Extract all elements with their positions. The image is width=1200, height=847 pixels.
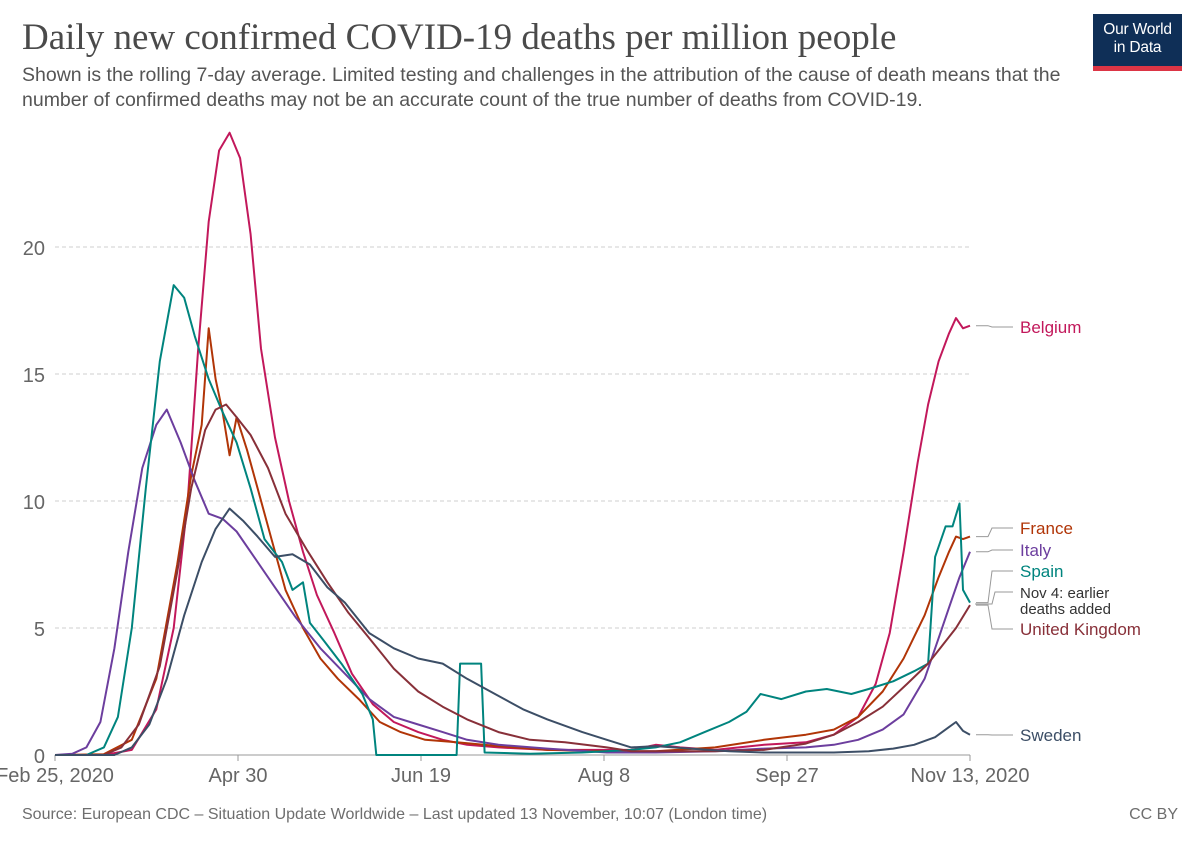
license-label[interactable]: CC BY bbox=[1129, 806, 1178, 823]
annotation-text: Nov 4: earlier bbox=[1020, 585, 1109, 602]
x-tick-label: Apr 30 bbox=[209, 765, 268, 787]
series-label: Belgium bbox=[1020, 318, 1081, 337]
y-tick-label: 5 bbox=[34, 619, 45, 641]
series-label: Sweden bbox=[1020, 726, 1081, 745]
series-line-france bbox=[54, 327, 971, 756]
page-subtitle: Shown is the rolling 7-day average. Limi… bbox=[22, 64, 1061, 111]
owid-logo[interactable]: Our World in Data bbox=[1093, 14, 1182, 71]
series-line-italy bbox=[54, 408, 971, 756]
x-tick-label: Feb 25, 2020 bbox=[0, 765, 114, 787]
x-tick-label: Jun 19 bbox=[391, 765, 451, 787]
label-connector bbox=[976, 549, 1013, 553]
label-connector bbox=[976, 570, 1013, 604]
x-tick-label: Nov 13, 2020 bbox=[911, 765, 1030, 787]
series-label: United Kingdom bbox=[1020, 620, 1141, 639]
x-tick-label: Sep 27 bbox=[755, 765, 818, 787]
annotation-connector bbox=[975, 591, 1013, 605]
series-line-belgium bbox=[55, 131, 971, 756]
logo-text-line2: in Data bbox=[1113, 39, 1162, 56]
logo-accent-bar bbox=[1093, 66, 1182, 71]
annotation-text-line2: deaths added bbox=[1020, 601, 1111, 618]
series-line-spain bbox=[55, 284, 971, 756]
label-connector bbox=[976, 325, 1013, 328]
y-tick-label: 0 bbox=[34, 746, 45, 768]
x-tick-label: Aug 8 bbox=[578, 765, 630, 787]
label-connector bbox=[976, 527, 1013, 538]
series-line-sweden bbox=[55, 507, 971, 756]
logo-text-line1: Our World bbox=[1103, 21, 1172, 38]
page-title: Daily new confirmed COVID-19 deaths per … bbox=[22, 17, 897, 58]
series-line-united-kingdom bbox=[55, 403, 971, 756]
y-tick-label: 15 bbox=[23, 365, 45, 387]
y-tick-label: 10 bbox=[23, 492, 45, 514]
series-label: Spain bbox=[1020, 562, 1063, 581]
source-note[interactable]: Source: European CDC – Situation Update … bbox=[22, 806, 768, 823]
series-label: France bbox=[1020, 519, 1073, 538]
y-tick-label: 20 bbox=[23, 238, 45, 260]
label-connector bbox=[976, 604, 1013, 630]
series-label: Italy bbox=[1020, 541, 1052, 560]
